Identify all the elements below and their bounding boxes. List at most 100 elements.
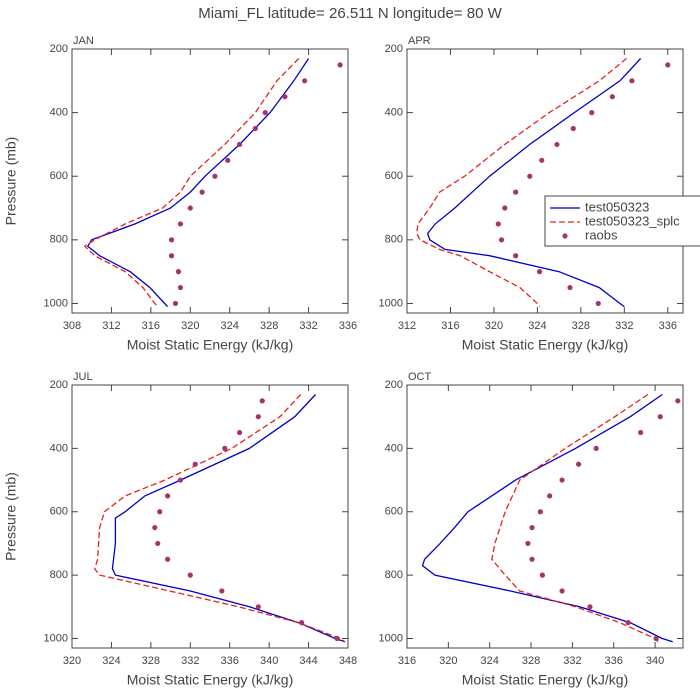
y-tick-label: 400 bbox=[385, 107, 403, 119]
y-tick-label: 600 bbox=[50, 506, 68, 518]
profile-line bbox=[416, 57, 627, 307]
plot-area bbox=[421, 393, 681, 643]
x-tick-label: 328 bbox=[522, 655, 540, 667]
raob-point bbox=[536, 269, 543, 275]
x-tick-label: 340 bbox=[646, 655, 664, 667]
plot-frame bbox=[71, 48, 349, 314]
raob-point bbox=[168, 253, 175, 259]
raob-point bbox=[165, 556, 171, 562]
plot-area bbox=[93, 394, 346, 643]
raob-point bbox=[559, 477, 565, 483]
raob-point bbox=[525, 540, 531, 547]
raob-point bbox=[187, 572, 193, 578]
raob-point bbox=[187, 205, 193, 211]
y-axis-label: Pressure (mb) bbox=[3, 472, 19, 561]
legend-label: test050323_splc bbox=[585, 213, 680, 228]
x-tick-label: 320 bbox=[63, 655, 81, 667]
raob-point bbox=[168, 237, 175, 243]
raob-point bbox=[192, 461, 198, 467]
raob-point bbox=[653, 635, 659, 642]
raob-point bbox=[554, 141, 560, 148]
x-tick-label: 328 bbox=[572, 320, 590, 332]
x-tick-label: 316 bbox=[441, 320, 459, 332]
y-tick-label: 1000 bbox=[379, 297, 403, 309]
y-tick-label: 400 bbox=[50, 107, 68, 119]
x-tick-label: 332 bbox=[563, 655, 581, 667]
legend-label: raobs bbox=[585, 227, 618, 242]
x-tick-label: 324 bbox=[221, 320, 239, 332]
x-axis-label: Moist Static Energy (kJ/kg) bbox=[127, 337, 294, 353]
y-tick-label: 200 bbox=[385, 43, 403, 55]
x-tick-label: 332 bbox=[299, 320, 317, 332]
raob-point bbox=[337, 62, 343, 68]
raob-point bbox=[259, 398, 265, 404]
x-tick-label: 344 bbox=[299, 655, 317, 667]
raob-point bbox=[513, 253, 519, 259]
raob-point bbox=[529, 556, 535, 562]
profile-line bbox=[83, 58, 300, 308]
y-tick-label: 1000 bbox=[44, 632, 68, 644]
raob-point bbox=[513, 189, 519, 195]
y-tick-label: 400 bbox=[50, 442, 68, 454]
y-axis-label: Pressure (mb) bbox=[3, 137, 19, 226]
x-tick-label: 320 bbox=[439, 655, 457, 667]
raob-point bbox=[537, 509, 543, 515]
y-tick-label: 800 bbox=[385, 234, 403, 246]
raob-point bbox=[559, 588, 565, 594]
x-tick-label: 336 bbox=[339, 320, 357, 332]
raob-point bbox=[527, 173, 533, 179]
raob-point bbox=[212, 173, 218, 179]
x-tick-label: 320 bbox=[181, 320, 199, 332]
raob-point bbox=[255, 414, 261, 420]
raob-point bbox=[609, 94, 615, 100]
raob-point bbox=[570, 125, 576, 132]
raob-point bbox=[172, 300, 179, 307]
x-tick-label: 328 bbox=[260, 320, 278, 332]
y-tick-label: 1000 bbox=[379, 632, 403, 644]
raob-point bbox=[282, 94, 288, 100]
raob-point bbox=[547, 493, 553, 499]
y-tick-label: 200 bbox=[50, 43, 68, 55]
plot-area bbox=[83, 58, 343, 308]
legend-marker bbox=[562, 233, 568, 239]
raob-point bbox=[199, 189, 205, 195]
x-tick-label: 332 bbox=[615, 320, 633, 332]
y-tick-label: 200 bbox=[50, 379, 68, 391]
raob-point bbox=[155, 540, 161, 547]
profile-line bbox=[421, 393, 673, 643]
raob-point bbox=[222, 445, 228, 451]
raob-point bbox=[498, 237, 505, 243]
raob-point bbox=[539, 572, 546, 578]
y-tick-label: 600 bbox=[385, 506, 403, 518]
x-axis-label: Moist Static Energy (kJ/kg) bbox=[462, 672, 629, 688]
y-tick-label: 800 bbox=[50, 234, 68, 246]
panel-label: OCT bbox=[408, 371, 432, 383]
profile-line bbox=[491, 393, 659, 643]
raob-point bbox=[593, 445, 599, 451]
plot-frame bbox=[71, 384, 349, 649]
x-tick-label: 348 bbox=[339, 655, 357, 667]
raob-point bbox=[657, 414, 663, 420]
y-tick-label: 800 bbox=[50, 569, 68, 581]
x-tick-label: 320 bbox=[485, 320, 503, 332]
raob-point bbox=[157, 509, 163, 515]
raob-point bbox=[165, 493, 171, 499]
raob-point bbox=[177, 221, 184, 227]
raob-point bbox=[629, 78, 635, 84]
x-tick-label: 324 bbox=[528, 320, 546, 332]
x-tick-label: 316 bbox=[142, 320, 160, 332]
raob-point bbox=[255, 604, 261, 610]
plot-frame bbox=[406, 48, 684, 314]
profile-line bbox=[93, 394, 346, 643]
raob-point bbox=[502, 205, 508, 211]
raob-point bbox=[529, 524, 535, 531]
x-tick-label: 336 bbox=[221, 655, 239, 667]
plot-area bbox=[416, 57, 671, 308]
raob-point bbox=[575, 461, 582, 467]
raob-point bbox=[495, 221, 501, 227]
y-tick-label: 200 bbox=[385, 379, 403, 391]
x-tick-label: 332 bbox=[181, 655, 199, 667]
x-tick-label: 312 bbox=[102, 320, 120, 332]
raob-point bbox=[177, 284, 184, 291]
figure-title: Miami_FL latitude= 26.511 N longitude= 8… bbox=[198, 5, 502, 22]
